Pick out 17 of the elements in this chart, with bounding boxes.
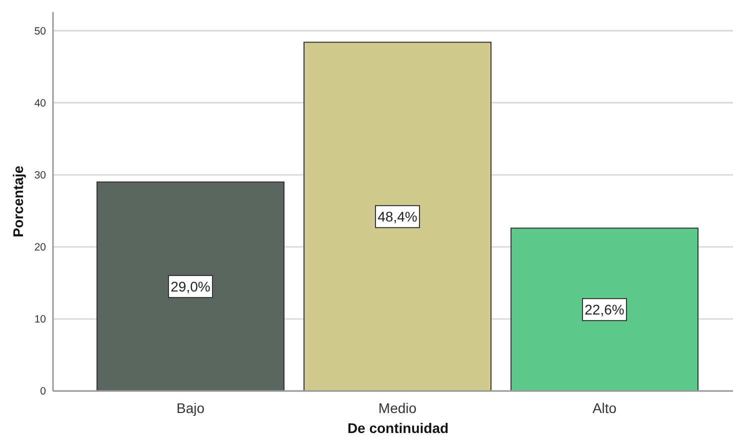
y-tick-label: 10 (34, 314, 46, 326)
x-tick-label: Alto (592, 400, 617, 416)
y-tick-label: 40 (34, 98, 46, 110)
y-axis-title: Porcentaje (10, 165, 26, 238)
data-label: 22,6% (584, 302, 624, 318)
bar (510, 228, 698, 391)
bar (96, 182, 284, 391)
bar (304, 42, 492, 391)
data-label: 29,0% (170, 278, 210, 295)
x-tick-label: Medio (378, 400, 417, 416)
y-tick-label: 20 (34, 242, 46, 254)
y-tick-label: 50 (34, 25, 46, 38)
x-tick-label: Bajo (176, 400, 205, 416)
y-tick-label: 30 (34, 170, 46, 182)
x-axis-title: De continuidad (347, 420, 449, 436)
y-tick-label: 0 (40, 386, 46, 398)
data-label: 48,4% (378, 208, 418, 225)
